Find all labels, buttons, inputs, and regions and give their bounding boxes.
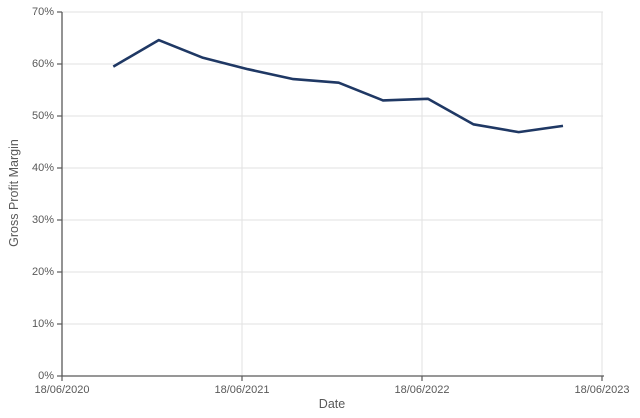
x-tick-label: 18/06/2021: [214, 384, 270, 396]
y-tick-label: 70%: [31, 5, 54, 18]
y-tick-label: 10%: [31, 317, 54, 330]
series-line: [112, 38, 564, 134]
y-tick-label: 40%: [31, 161, 54, 174]
y-tick-label: 50%: [31, 109, 54, 122]
x-axis-title: Date: [318, 397, 346, 411]
y-tick-label: 30%: [31, 213, 54, 226]
y-tick-label: 0%: [38, 369, 54, 382]
y-axis-title: Gross Profit Margin: [7, 139, 21, 247]
y-tick-label: 60%: [31, 57, 54, 70]
x-tick-label: 18/06/2020: [34, 384, 90, 396]
axes: [57, 11, 604, 381]
gridlines: [62, 11, 603, 376]
data-line: [112, 38, 564, 134]
x-tick-label: 18/06/2022: [394, 384, 450, 396]
y-tick-label: 20%: [31, 265, 54, 278]
x-tick-label: 18/06/2023: [574, 384, 630, 396]
